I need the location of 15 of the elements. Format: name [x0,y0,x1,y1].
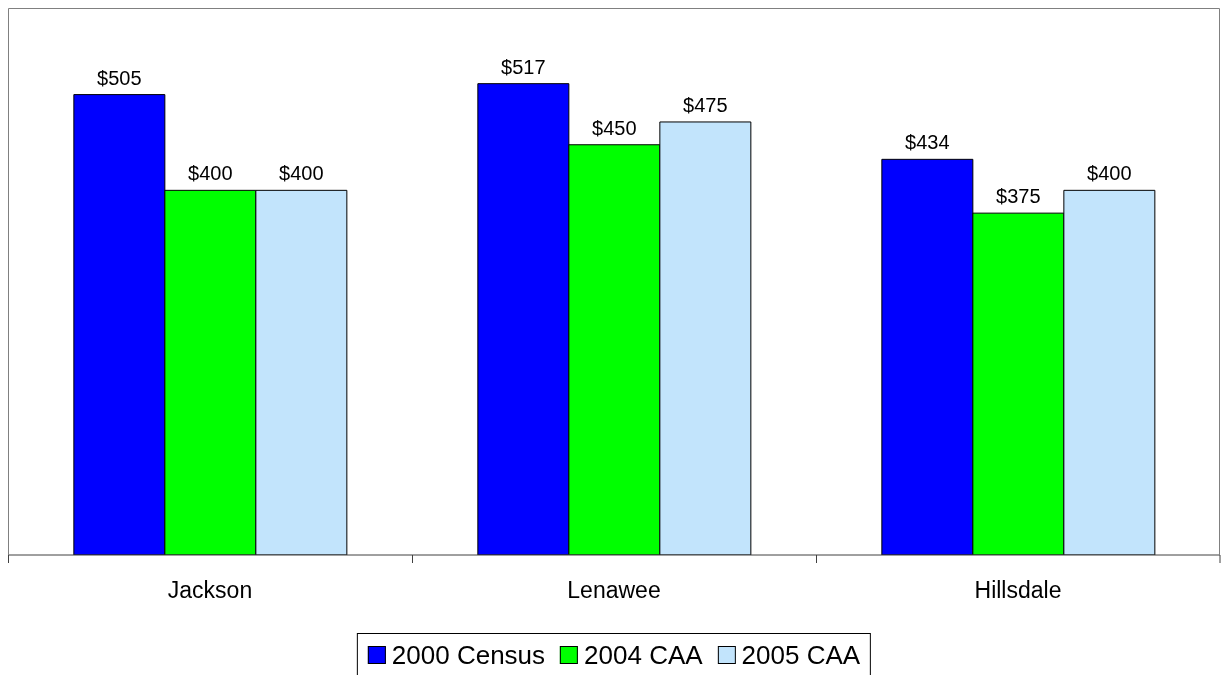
data-label: $400 [1087,162,1132,185]
x-tick-label: Jackson [167,577,253,604]
x-tick-label: Lenawee [567,577,661,604]
legend-label: 2005 CAA [741,640,861,670]
data-label: $505 [97,66,142,89]
data-label: $475 [683,93,728,116]
data-label: $517 [501,55,546,78]
data-label: $434 [905,131,950,154]
legend-label: 2004 CAA [584,640,703,670]
data-label: $400 [279,162,324,185]
data-label: $375 [996,185,1041,208]
legend-label: 2000 Census [391,640,546,670]
x-tick-label: Hillsdale [974,577,1062,604]
data-label: $400 [188,162,233,185]
data-label: $450 [592,116,637,139]
